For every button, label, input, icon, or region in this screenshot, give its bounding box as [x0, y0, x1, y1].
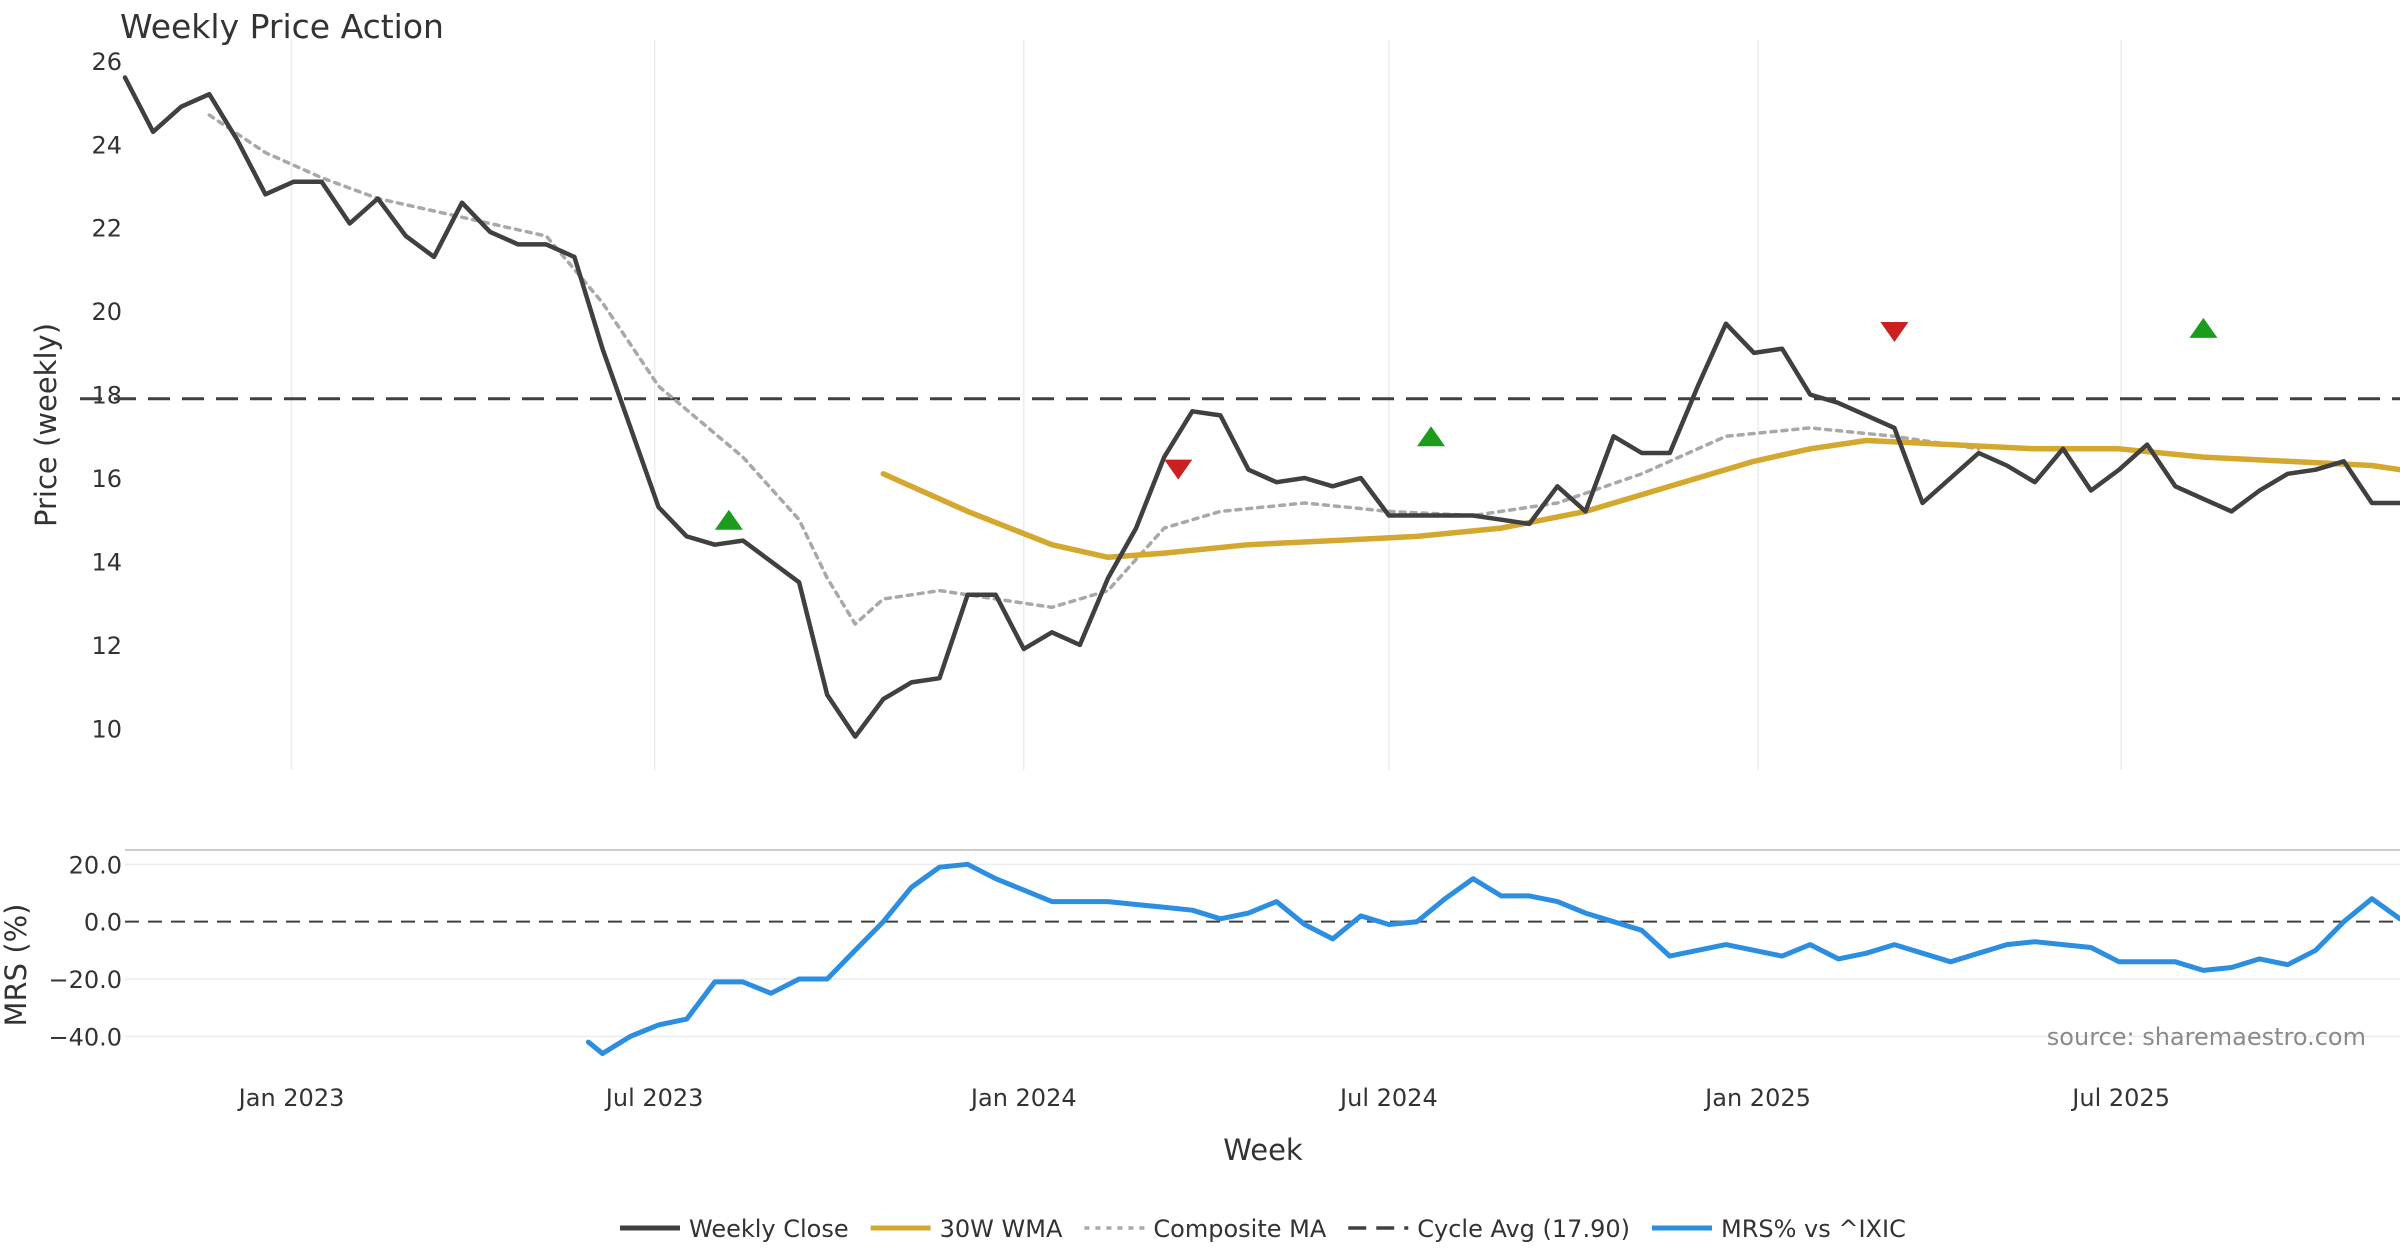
price-y-tick-label: 12: [91, 632, 122, 660]
buy-signal-marker: [714, 509, 743, 530]
legend-item-cycle-avg-17-90: Cycle Avg (17.90): [1348, 1215, 1630, 1243]
price-y-tick-label: 26: [91, 48, 122, 76]
price-y-tick-label: 24: [91, 131, 122, 159]
mrs-y-axis-label: MRS (%): [0, 904, 33, 1027]
x-tick-label: Jan 2025: [1703, 1084, 1811, 1112]
x-axis-label: Week: [1223, 1133, 1303, 1167]
mrs-series: [585, 861, 2400, 1056]
legend-label: Cycle Avg (17.90): [1417, 1215, 1630, 1243]
legend-label: Weekly Close: [689, 1215, 849, 1243]
legend-label: MRS% vs ^IXIC: [1721, 1215, 1906, 1243]
signal-markers: [714, 317, 2218, 530]
x-tick-label: Jul 2023: [604, 1084, 704, 1112]
legend-item-weekly-close: Weekly Close: [620, 1215, 849, 1243]
price-panel: 10 12 14 16 18 20 22 24 26 Price (weekly): [29, 40, 2400, 770]
legend-item-composite-ma: Composite MA: [1084, 1215, 1327, 1243]
mrs-grid: [125, 863, 2400, 1038]
legend-item-mrs-vs-ixic: MRS% vs ^IXIC: [1651, 1215, 1906, 1243]
mrs-panel: 20.0 0.0 −20.0 −40.0 MRS (%) source: sharem…: [0, 849, 2400, 1056]
series-mrs-vs-ixic: [585, 861, 2400, 1056]
mrs-y-tick-label: 0.0: [84, 909, 122, 937]
x-tick-label: Jan 2023: [237, 1084, 345, 1112]
mrs-y-ticks: 20.0 0.0 −20.0 −40.0: [48, 851, 122, 1051]
price-series: [122, 75, 2400, 739]
mrs-y-tick-label: 20.0: [69, 851, 122, 879]
mrs-y-tick-label: −20.0: [48, 966, 122, 994]
buy-signal-marker: [2189, 317, 2218, 338]
price-y-tick-label: 18: [91, 382, 122, 410]
sell-signal-marker: [1164, 459, 1193, 480]
price-grid: [290, 40, 2122, 770]
price-y-tick-label: 16: [91, 465, 122, 493]
legend: Weekly Close 30W WMA Composite MA Cycle Avg…: [620, 1215, 1906, 1243]
series-weekly-close: [122, 75, 2400, 739]
buy-signal-marker: [1417, 426, 1446, 447]
series-30w-wma: [880, 437, 2400, 561]
source-label: source: sharemaestro.com: [2047, 1023, 2366, 1051]
legend-item-30w-wma: 30W WMA: [870, 1215, 1063, 1243]
price-y-tick-label: 14: [91, 548, 122, 576]
price-y-tick-label: 20: [91, 298, 122, 326]
price-y-ticks: 10 12 14 16 18 20 22 24 26: [91, 48, 122, 743]
x-axis-ticks: Jan 2023 Jul 2023 Jan 2024 Jul 2024 Jan 2025…: [237, 1084, 2170, 1112]
legend-label: 30W WMA: [940, 1215, 1063, 1243]
x-tick-label: Jul 2024: [1338, 1084, 1438, 1112]
chart-title: Weekly Price Action: [120, 7, 444, 46]
x-tick-label: Jul 2025: [2070, 1084, 2170, 1112]
legend-label: Composite MA: [1153, 1215, 1326, 1243]
price-y-tick-label: 10: [91, 715, 122, 743]
series-composite-ma: [207, 113, 1981, 626]
sell-signal-marker: [1880, 322, 1909, 342]
x-tick-label: Jan 2024: [969, 1084, 1077, 1112]
price-y-tick-label: 22: [91, 215, 122, 243]
price-y-axis-label: Price (weekly): [29, 323, 63, 527]
mrs-y-tick-label: −40.0: [48, 1023, 122, 1051]
